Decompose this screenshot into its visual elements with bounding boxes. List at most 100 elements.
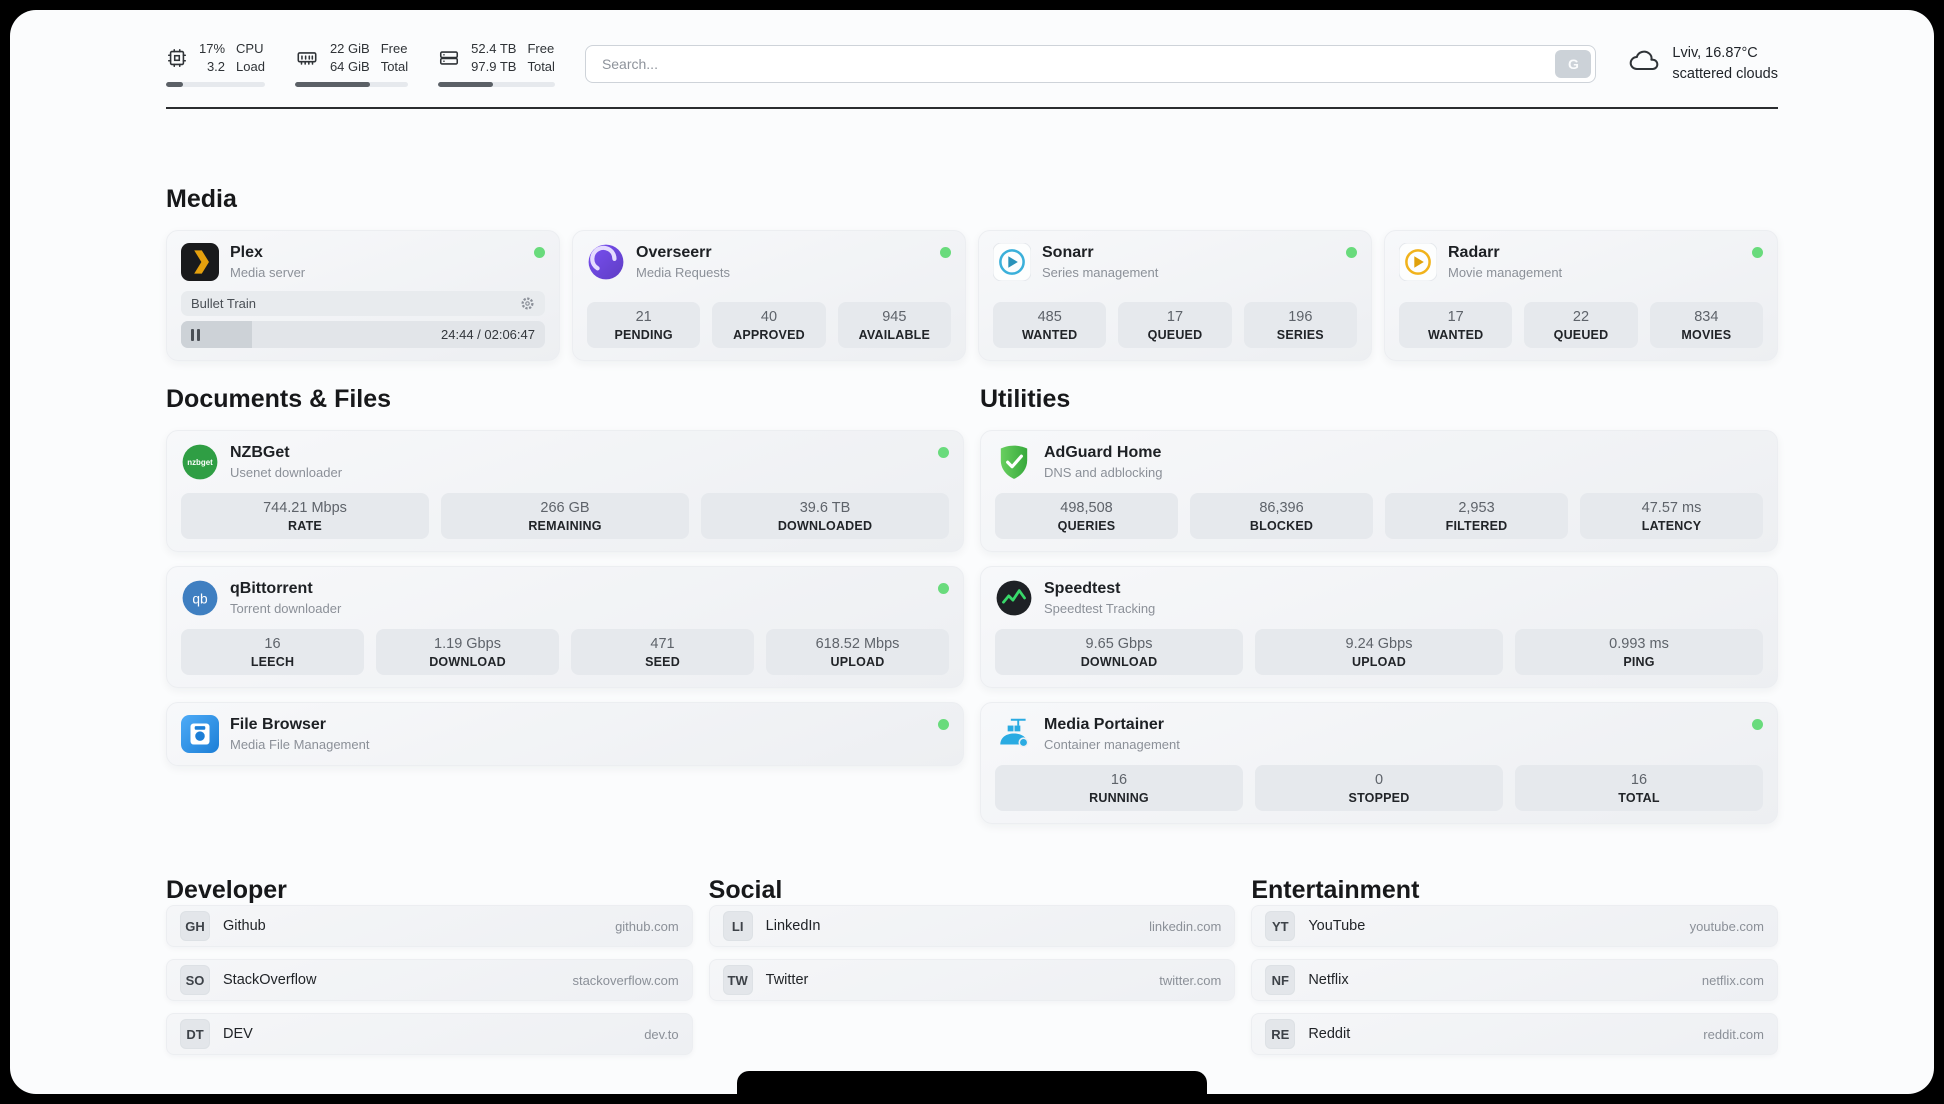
stat-running: 16 RUNNING	[995, 765, 1243, 812]
app-name: NZBGet	[230, 444, 290, 462]
search-engine-button[interactable]: G	[1555, 49, 1592, 78]
app-name: Speedtest	[1044, 580, 1121, 598]
bookmark-reddit[interactable]: RE Reddit reddit.com	[1251, 1013, 1778, 1056]
section-title-developer: Developer	[166, 876, 287, 905]
app-name: Plex	[230, 244, 263, 262]
app-subtitle: DNS and adblocking	[1044, 465, 1163, 481]
section-title-entertainment: Entertainment	[1251, 876, 1420, 905]
memory-free-label: Free	[380, 41, 408, 56]
memory-progress-bar	[294, 82, 409, 88]
bookmark-youtube[interactable]: YT YouTube youtube.com	[1251, 905, 1778, 948]
dashboard-content: 17% 3.2 CPU Load	[166, 40, 1778, 1056]
app-subtitle: Media File Management	[230, 737, 370, 753]
radarr-card[interactable]: Radarr Movie management 17 WANTED 22 QUE…	[1384, 230, 1778, 362]
stat-queries: 498,508 QUERIES	[995, 493, 1178, 540]
section-title-documents: Documents & Files	[166, 385, 392, 414]
cpu-label: CPU	[236, 41, 264, 56]
search-bar: G	[584, 44, 1597, 83]
storage-total-value: 97.9 TB	[471, 59, 517, 75]
app-name: qBittorrent	[230, 580, 313, 598]
plex-now-playing: Bullet Train 24:44 / 02:06:47	[181, 281, 545, 349]
bookmark-github[interactable]: GH Github github.com	[166, 905, 693, 948]
bookmark-abbr: NF	[1265, 965, 1296, 996]
bookmark-name: Twitter	[765, 972, 809, 989]
app-subtitle: Series management	[1042, 265, 1159, 281]
stat-movies: 834 MOVIES	[1649, 302, 1763, 349]
bookmark-netflix[interactable]: NF Netflix netflix.com	[1251, 959, 1778, 1002]
bookmark-abbr: DT	[180, 1019, 210, 1050]
bookmark-linkedin[interactable]: LI LinkedIn linkedin.com	[708, 905, 1236, 948]
qbittorrent-card[interactable]: qb qBittorrent Torrent downloader	[166, 566, 964, 689]
plex-icon	[181, 243, 219, 282]
search-input[interactable]	[584, 44, 1597, 83]
cpu-percent: 17%	[199, 41, 226, 56]
app-name: AdGuard Home	[1044, 444, 1162, 462]
status-dot	[938, 447, 949, 459]
speedtest-card[interactable]: Speedtest Speedtest Tracking 9.65 Gbps D…	[980, 566, 1778, 689]
app-name: Media Portainer	[1044, 716, 1165, 734]
bookmark-url: github.com	[615, 918, 679, 934]
nzbget-card[interactable]: nzbget NZBGet Usenet downloader 74	[166, 430, 964, 553]
status-dot	[938, 719, 949, 731]
storage-free-label: Free	[527, 41, 555, 56]
weather-location: Lviv, 16.87°C	[1672, 44, 1758, 61]
section-social: Social LI LinkedIn linkedin.com TW Twitt…	[708, 876, 1236, 1055]
stat-upload: 9.24 Gbps UPLOAD	[1255, 629, 1503, 676]
gear-icon[interactable]	[520, 296, 535, 311]
app-name: File Browser	[230, 716, 327, 734]
bookmark-dev[interactable]: DT DEV dev.to	[166, 1013, 693, 1056]
app-name: Overseerr	[636, 244, 712, 262]
qbittorrent-icon: qb	[181, 579, 219, 617]
overseerr-card[interactable]: Overseerr Media Requests 21 PENDING 40 A…	[572, 230, 966, 362]
pause-icon[interactable]	[191, 328, 200, 341]
stat-pending: 21 PENDING	[587, 302, 701, 349]
cpu-icon	[166, 47, 188, 69]
svg-text:qb: qb	[192, 592, 208, 607]
status-dot	[1346, 247, 1357, 259]
bookmark-name: Netflix	[1308, 972, 1349, 989]
stat-rate: 744.21 Mbps RATE	[181, 493, 429, 540]
bookmark-abbr: TW	[722, 965, 753, 996]
bookmark-name: StackOverflow	[223, 972, 317, 989]
memory-free-value: 22 GiB	[329, 41, 370, 56]
bookmark-url: youtube.com	[1689, 918, 1764, 934]
adguard-icon	[995, 443, 1033, 481]
nzbget-icon: nzbget	[181, 443, 219, 481]
portainer-card[interactable]: Media Portainer Container management 16 …	[980, 702, 1778, 825]
stat-seed: 471 SEED	[571, 629, 754, 676]
section-title-utilities: Utilities	[980, 385, 1071, 414]
sonarr-card[interactable]: Sonarr Series management 485 WANTED 17 Q…	[978, 230, 1372, 362]
section-entertainment: Entertainment YT YouTube youtube.com NF …	[1251, 876, 1778, 1056]
portainer-icon	[995, 715, 1033, 753]
sonarr-icon	[993, 243, 1031, 282]
bookmark-name: LinkedIn	[765, 918, 821, 935]
stat-download: 1.19 Gbps DOWNLOAD	[376, 629, 559, 676]
stat-filtered: 2,953 FILTERED	[1385, 493, 1568, 540]
plex-card[interactable]: Plex Media server Bullet Train	[166, 230, 560, 362]
cpu-load-value: 3.2	[206, 59, 226, 75]
playback-progress-bar[interactable]: 24:44 / 02:06:47	[181, 321, 545, 349]
bookmark-url: dev.to	[644, 1026, 679, 1042]
section-developer: Developer GH Github github.com SO StackO…	[166, 876, 693, 1056]
cloud-icon	[1626, 45, 1662, 82]
memory-icon	[295, 47, 319, 69]
bookmark-twitter[interactable]: TW Twitter twitter.com	[708, 959, 1236, 1002]
bookmark-url: twitter.com	[1159, 972, 1222, 988]
bookmark-url: netflix.com	[1701, 972, 1764, 988]
svg-text:nzbget: nzbget	[187, 459, 213, 468]
stat-ping: 0.993 ms PING	[1515, 629, 1763, 676]
bookmark-abbr: YT	[1265, 911, 1296, 942]
top-bar: 17% 3.2 CPU Load	[166, 40, 1778, 88]
bookmark-name: Reddit	[1308, 1026, 1351, 1043]
section-media: Media Plex Media server	[166, 185, 1778, 362]
stat-upload: 618.52 Mbps UPLOAD	[766, 629, 949, 676]
stat-download: 9.65 Gbps DOWNLOAD	[995, 629, 1243, 676]
weather-widget: Lviv, 16.87°C scattered clouds	[1626, 43, 1778, 85]
storage-widget: 52.4 TB 97.9 TB Free Total	[438, 40, 555, 88]
filebrowser-card[interactable]: File Browser Media File Management	[166, 702, 964, 767]
bookmark-name: DEV	[223, 1026, 253, 1043]
app-name: Radarr	[1448, 244, 1500, 262]
bookmark-stackoverflow[interactable]: SO StackOverflow stackoverflow.com	[166, 959, 693, 1002]
stat-remaining: 266 GB REMAINING	[441, 493, 689, 540]
adguard-card[interactable]: AdGuard Home DNS and adblocking 498,508 …	[980, 430, 1778, 553]
